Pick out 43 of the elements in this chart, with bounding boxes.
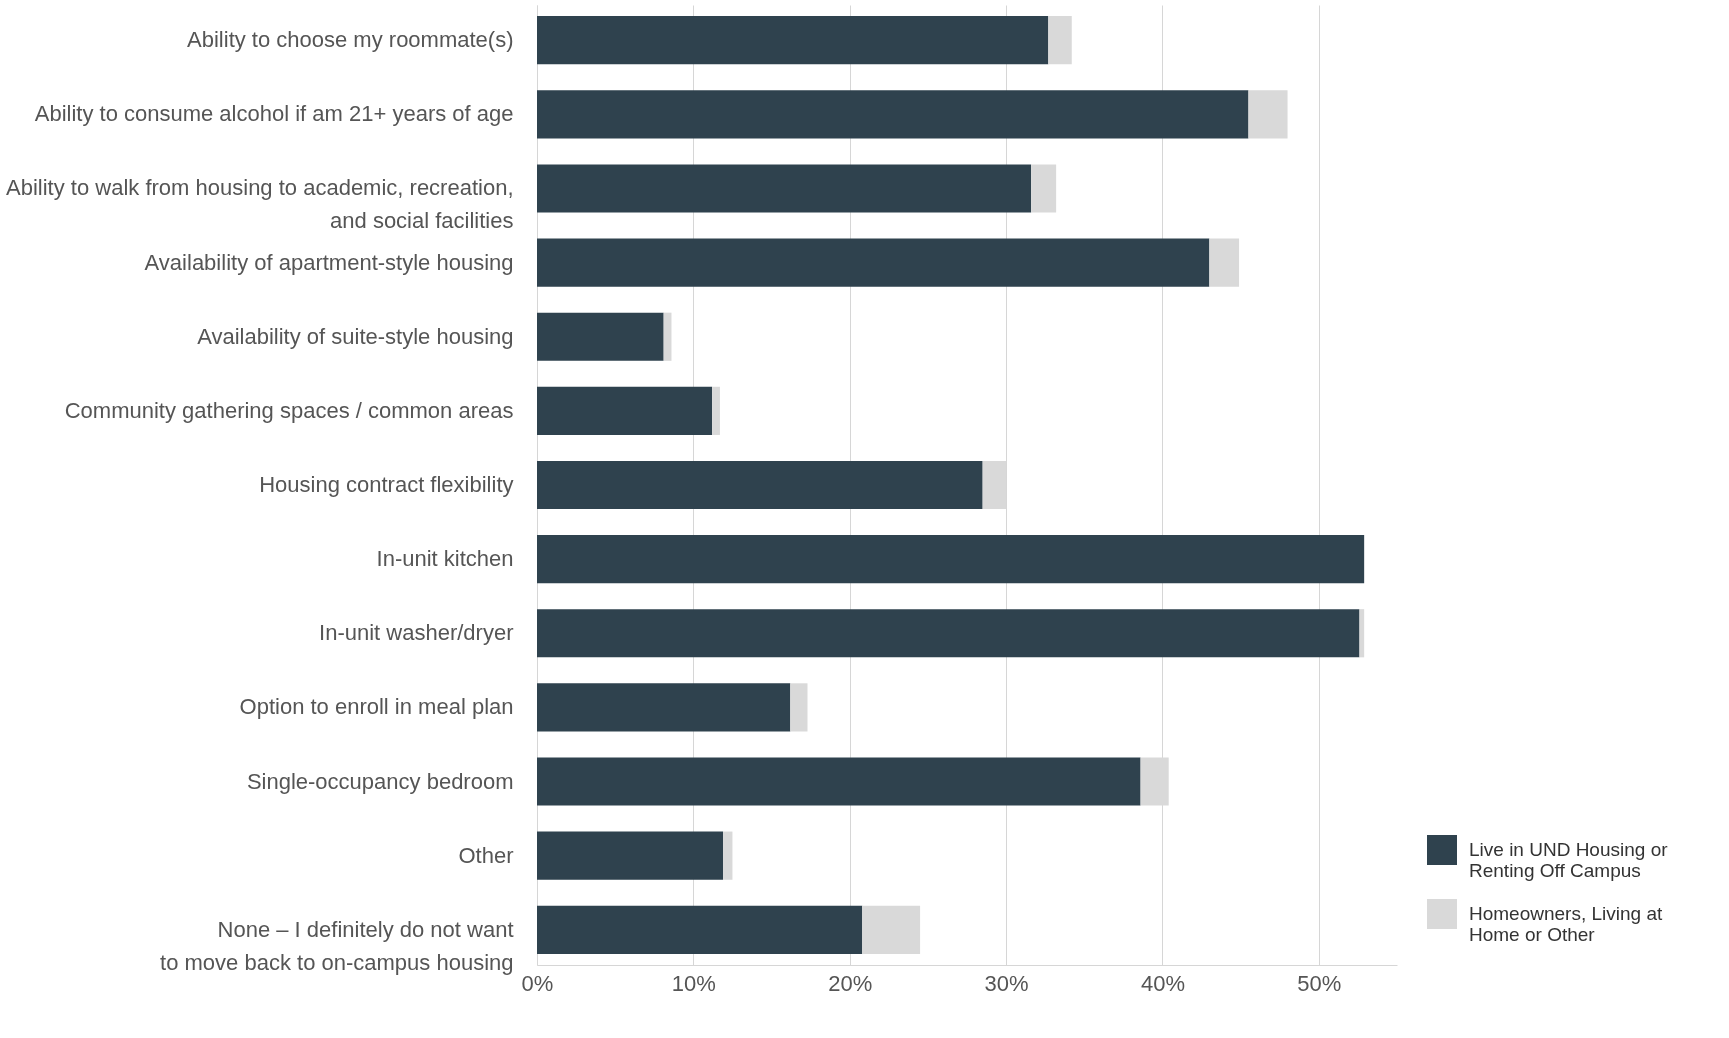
y-tick-label: Community gathering spaces / common areas: [64, 397, 514, 423]
y-tick-label: Availability of suite-style housing: [197, 323, 514, 349]
x-tick-label: 0%: [521, 970, 554, 996]
bar: [723, 831, 733, 880]
y-tick-label: Availability of apartment-style housing: [144, 249, 514, 275]
x-tick-label: 30%: [984, 970, 1029, 996]
bar: [862, 905, 921, 954]
bar: [537, 312, 664, 361]
bar: [537, 460, 983, 510]
bar: [537, 386, 713, 435]
bar: [712, 386, 720, 435]
y-tick-label: Housing contract flexibility: [259, 472, 514, 497]
bar: [1031, 164, 1057, 213]
y-tick-label: Ability to walk from housing to academic, recreation, and social facilities: [6, 175, 514, 234]
bar: [537, 535, 1365, 584]
bar: [537, 831, 724, 880]
bar: [537, 238, 1210, 287]
x-tick-label: 10%: [671, 970, 716, 996]
bar: [537, 164, 1032, 213]
x-tick-label: 50%: [1297, 970, 1342, 996]
y-tick-label: In-unit kitchen: [376, 546, 514, 572]
legend-label: Live in UND Housing or Renting Off Campus: [1469, 839, 1669, 881]
bar: [537, 16, 1049, 65]
y-tick-label: In-unit washer/dryer: [319, 620, 514, 646]
legend-label: Homeowners, Living at Home or Other: [1469, 903, 1663, 945]
bar: [537, 757, 1141, 806]
y-tick-label: Option to enroll in meal plan: [239, 694, 514, 720]
bar: [790, 683, 808, 732]
x-tick-label: 20%: [828, 970, 873, 996]
bar: [1248, 90, 1288, 139]
y-tick-label: Ability to consume alcohol if am 21+ years of age: [34, 101, 514, 127]
bar: [537, 609, 1360, 658]
bar: [537, 683, 791, 732]
bar: [1048, 16, 1072, 65]
bar: [537, 90, 1249, 139]
bar: [537, 905, 863, 954]
x-tick-label: 40%: [1140, 970, 1185, 996]
bar: [1209, 238, 1240, 287]
y-tick-label: Other: [458, 842, 514, 868]
y-tick-label: None – I definitely do not want to move back to on-campus housing: [160, 916, 514, 975]
y-tick-label: Ability to choose my roommate(s): [187, 27, 514, 53]
bar: [1359, 609, 1365, 658]
y-tick-label: Single-occupancy bedroom: [246, 768, 514, 794]
